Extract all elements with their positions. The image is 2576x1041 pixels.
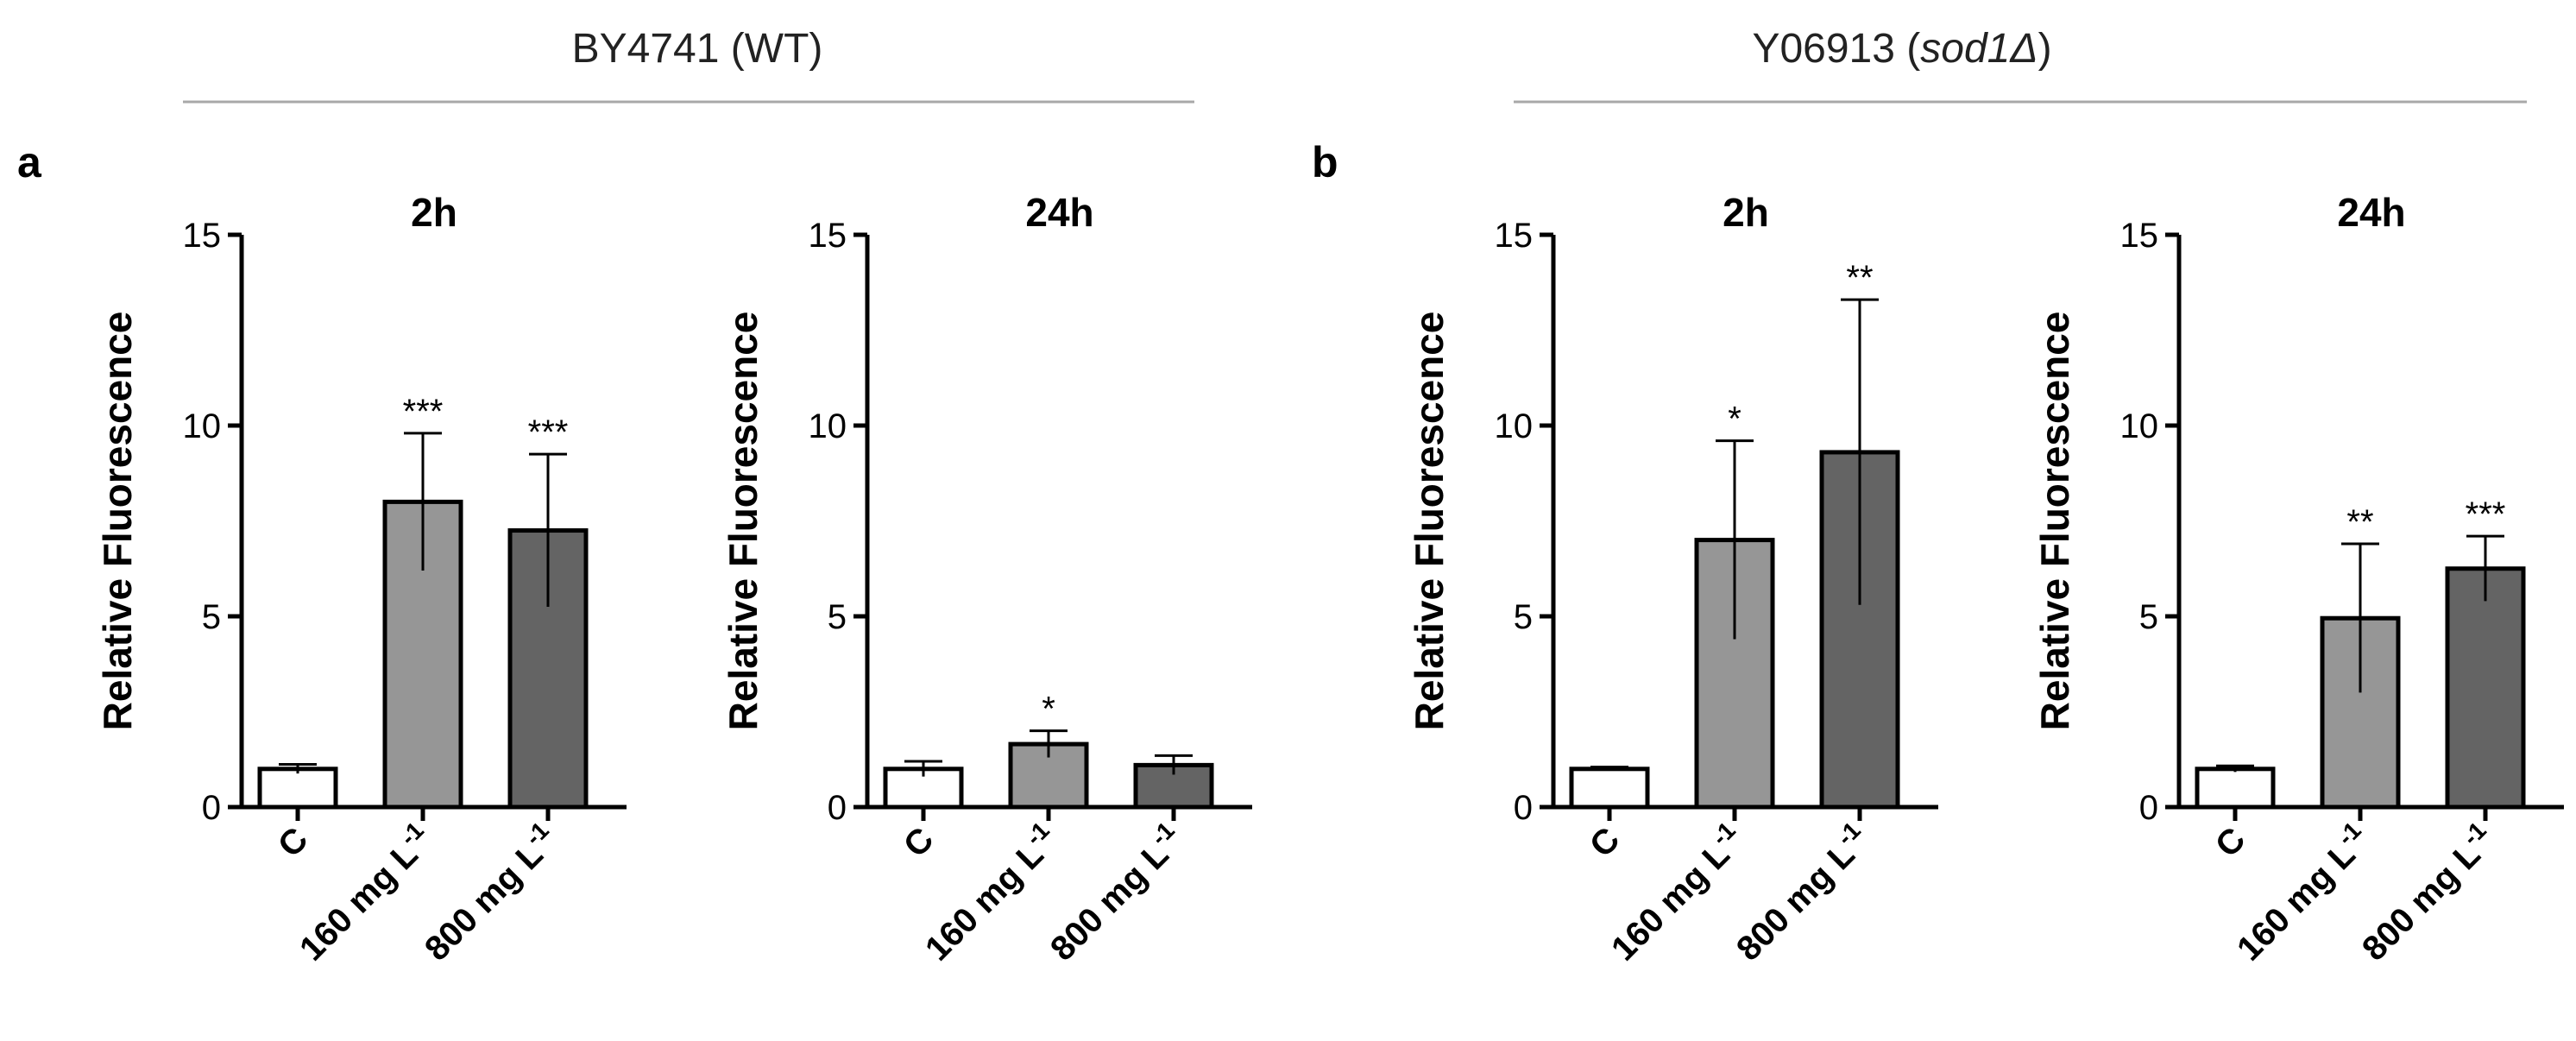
y-tick-label: 15 — [1495, 217, 1534, 255]
y-tick-label: 5 — [2139, 598, 2158, 636]
x-tick-label: 160 mg L-1 — [2226, 817, 2378, 968]
x-tick-label: 160 mg L-1 — [1601, 817, 1753, 968]
y-tick-label: 0 — [2139, 789, 2158, 827]
y-tick-label: 10 — [183, 407, 222, 445]
bar — [2445, 566, 2526, 810]
bar — [2195, 767, 2276, 810]
y-tick-label: 10 — [809, 407, 847, 445]
x-tick-label: C — [1583, 820, 1628, 865]
significance-label: *** — [2466, 495, 2506, 533]
group-title-wt: BY4741 (WT) — [572, 26, 823, 72]
y-tick-label: 5 — [202, 598, 221, 636]
bar — [257, 767, 338, 810]
y-tick-label: 10 — [2120, 407, 2159, 445]
x-tick-label: 800 mg L-1 — [1726, 817, 1878, 968]
x-tick-label: 800 mg L-1 — [1040, 817, 1192, 968]
x-tick-label: C — [271, 820, 316, 865]
chart-title: 24h — [1025, 190, 1093, 235]
significance-label: ** — [1846, 259, 1873, 297]
chart-title: 2h — [411, 190, 457, 235]
chart-title: 2h — [1723, 190, 1769, 235]
group-title-mutant: Y06913 (sod1Δ) — [1752, 26, 2051, 72]
bar — [1569, 767, 1650, 810]
x-tick-label: 800 mg L-1 — [2352, 817, 2504, 968]
chart-title: 24h — [2337, 190, 2405, 235]
y-axis-label: Relative Fluorescence — [2032, 312, 2077, 731]
y-tick-label: 0 — [828, 789, 847, 827]
y-tick-label: 5 — [1514, 598, 1533, 636]
y-tick-label: 15 — [183, 217, 222, 255]
x-tick-label: C — [897, 820, 942, 865]
y-tick-label: 15 — [809, 217, 847, 255]
significance-label: ** — [2346, 503, 2373, 541]
y-axis-label: Relative Fluorescence — [1407, 312, 1452, 731]
x-tick-label: 160 mg L-1 — [915, 817, 1067, 968]
x-tick-label: 160 mg L-1 — [289, 817, 441, 968]
y-tick-label: 15 — [2120, 217, 2159, 255]
x-tick-label: 800 mg L-1 — [414, 817, 566, 968]
y-tick-label: 10 — [1495, 407, 1534, 445]
significance-label: * — [1728, 401, 1741, 438]
y-axis-label: Relative Fluorescence — [721, 312, 765, 731]
panel-label-a: a — [17, 138, 42, 186]
significance-label: *** — [403, 393, 444, 431]
x-tick-label: C — [2208, 820, 2253, 865]
y-tick-label: 5 — [828, 598, 847, 636]
significance-label: *** — [528, 413, 569, 451]
panel-label-b: b — [1312, 138, 1338, 186]
significance-label: * — [1042, 691, 1055, 729]
y-tick-label: 0 — [1514, 789, 1533, 827]
y-tick-label: 0 — [202, 789, 221, 827]
y-axis-label: Relative Fluorescence — [95, 312, 140, 731]
